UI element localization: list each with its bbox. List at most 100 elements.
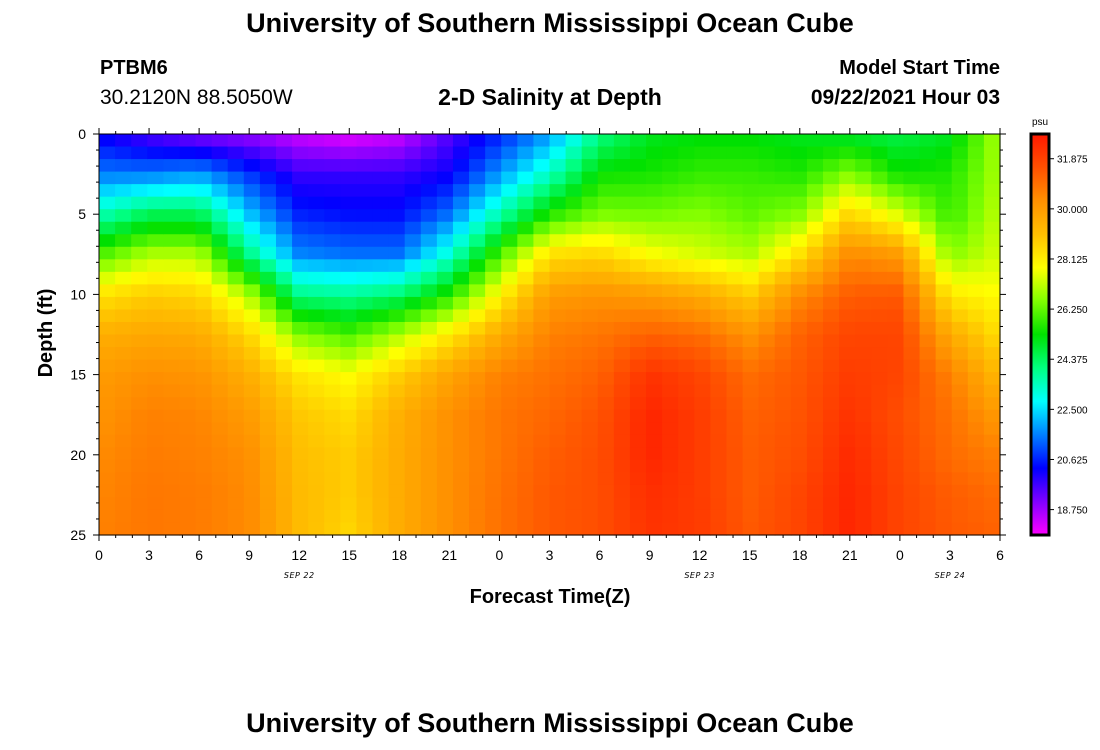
heatmap-cell: [565, 196, 583, 210]
heatmap-cell: [501, 397, 518, 411]
heatmap-cell: [452, 221, 470, 235]
heatmap-cell: [292, 334, 309, 348]
heatmap-cell: [742, 459, 760, 473]
heatmap-cell: [935, 159, 953, 173]
heatmap-cell: [195, 509, 213, 524]
heatmap-cell: [726, 146, 744, 160]
heatmap-cell: [549, 347, 567, 361]
colorbar-tick-label: 20.625: [1057, 455, 1088, 466]
heatmap-cell: [935, 334, 953, 348]
heatmap-cell: [340, 271, 358, 285]
heatmap-cell: [324, 334, 341, 348]
heatmap-cell: [259, 284, 277, 298]
heatmap-cell: [275, 447, 293, 461]
heatmap-cell: [823, 184, 840, 198]
heatmap-cell: [581, 509, 599, 524]
heatmap-cell: [790, 159, 808, 173]
heatmap-cell: [646, 384, 663, 398]
heatmap-cell: [806, 472, 824, 486]
heatmap-cell: [163, 259, 181, 273]
heatmap-cell: [517, 509, 535, 524]
heatmap-cell: [839, 134, 856, 148]
heatmap-cell: [259, 171, 277, 185]
heatmap-cell: [983, 146, 1001, 160]
heatmap-cell: [806, 259, 824, 273]
heatmap-cell: [629, 397, 647, 411]
heatmap-cell: [163, 397, 181, 411]
heatmap-cell: [935, 309, 953, 323]
heatmap-cell: [340, 472, 358, 486]
x-tick-label: 0: [95, 547, 103, 563]
heatmap-cell: [372, 459, 390, 473]
heatmap-cell: [195, 434, 213, 448]
heatmap-cell: [662, 284, 679, 298]
heatmap-cell: [452, 397, 470, 411]
heatmap-cell: [259, 347, 277, 361]
heatmap-cell: [935, 434, 953, 448]
heatmap-cell: [839, 347, 856, 361]
heatmap-cell: [774, 434, 792, 448]
heatmap-cell: [774, 271, 792, 285]
heatmap-cell: [275, 146, 293, 160]
heatmap-cell: [517, 347, 535, 361]
heatmap-cell: [372, 234, 390, 248]
heatmap-cell: [646, 159, 663, 173]
heatmap-cell: [436, 209, 454, 223]
heatmap-cell: [195, 459, 213, 473]
heatmap-cell: [163, 522, 181, 536]
heatmap-cell: [823, 447, 840, 461]
heatmap-cell: [227, 472, 245, 486]
heatmap-cell: [903, 146, 921, 160]
x-tick-label: 12: [692, 547, 708, 563]
heatmap-cell: [308, 309, 325, 323]
heatmap-cell: [243, 321, 261, 336]
heatmap-cell: [597, 409, 615, 423]
heatmap-cell: [115, 372, 132, 386]
heatmap-cell: [549, 146, 567, 160]
heatmap-cell: [613, 509, 631, 524]
heatmap-cell: [871, 409, 888, 423]
heatmap-cell: [243, 209, 261, 223]
heatmap-cell: [259, 359, 277, 373]
heatmap-cell: [275, 196, 293, 210]
heatmap-cell: [887, 259, 905, 273]
heatmap-cell: [99, 397, 116, 411]
heatmap-cell: [662, 134, 679, 148]
y-tick-label: 15: [70, 367, 86, 383]
heatmap-cell: [726, 321, 744, 336]
heatmap-cell: [404, 259, 422, 273]
heatmap-cell: [131, 497, 148, 511]
heatmap-cell: [678, 296, 695, 311]
heatmap-cell: [887, 422, 905, 436]
heatmap-cell: [501, 159, 518, 173]
heatmap-cell: [372, 472, 390, 486]
heatmap-cell: [436, 459, 454, 473]
heatmap-cell: [469, 196, 486, 210]
heatmap-cell: [436, 246, 454, 260]
heatmap-cell: [919, 259, 937, 273]
heatmap-cell: [115, 209, 132, 223]
heatmap-cell: [839, 171, 856, 185]
heatmap-cell: [243, 397, 261, 411]
heatmap-cell: [967, 146, 985, 160]
heatmap-cell: [420, 447, 438, 461]
heatmap-cell: [501, 447, 518, 461]
heatmap-cell: [855, 434, 872, 448]
heatmap-cell: [855, 221, 872, 235]
heatmap-cell: [340, 209, 358, 223]
heatmap-cell: [115, 271, 132, 285]
heatmap-cell: [275, 459, 293, 473]
heatmap-cell: [597, 422, 615, 436]
heatmap-cell: [308, 334, 325, 348]
heatmap-cell: [356, 384, 374, 398]
heatmap-cell: [726, 422, 744, 436]
heatmap-cell: [597, 359, 615, 373]
heatmap-cell: [372, 221, 390, 235]
heatmap-cell: [806, 347, 824, 361]
heatmap-cell: [694, 309, 711, 323]
heatmap-cell: [742, 296, 760, 311]
heatmap-cell: [662, 171, 679, 185]
heatmap-cell: [324, 284, 341, 298]
heatmap-cell: [919, 409, 937, 423]
heatmap-cell: [967, 434, 985, 448]
